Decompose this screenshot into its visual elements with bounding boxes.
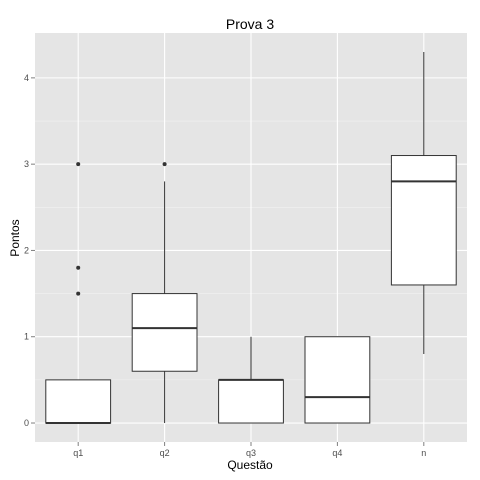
y-tick-label: 3 xyxy=(24,159,29,169)
y-tick-label: 0 xyxy=(24,418,29,428)
x-tick-label: q3 xyxy=(246,448,256,458)
outlier-point xyxy=(76,265,81,270)
x-axis-title: Questão xyxy=(227,458,273,472)
x-tick-label: q1 xyxy=(73,448,83,458)
box-iqr xyxy=(218,379,284,424)
x-axis: q1 q2 q3 q4 n xyxy=(73,442,426,458)
box-iqr xyxy=(304,336,371,424)
box-iqr xyxy=(45,379,112,424)
box-series xyxy=(45,51,457,425)
x-tick-label: n xyxy=(421,448,426,458)
y-tick-label: 1 xyxy=(24,332,29,342)
outlier-point xyxy=(76,162,81,167)
box-iqr xyxy=(131,293,198,372)
x-tick-label: q2 xyxy=(160,448,170,458)
y-tick-label: 2 xyxy=(24,245,29,255)
y-tick-label: 4 xyxy=(24,73,29,83)
y-axis: 0 1 2 3 4 xyxy=(24,73,35,428)
chart-title: Prova 3 xyxy=(226,16,274,32)
y-axis-title: Pontos xyxy=(8,219,22,256)
outlier-point xyxy=(162,162,167,167)
box-q2 xyxy=(131,162,198,424)
x-tick-label: q4 xyxy=(332,448,342,458)
box-iqr xyxy=(390,155,457,286)
box-q4 xyxy=(304,336,371,424)
outlier-point xyxy=(76,291,81,296)
box-n xyxy=(390,51,457,354)
box-q3 xyxy=(218,336,284,424)
box-q1 xyxy=(45,162,112,425)
